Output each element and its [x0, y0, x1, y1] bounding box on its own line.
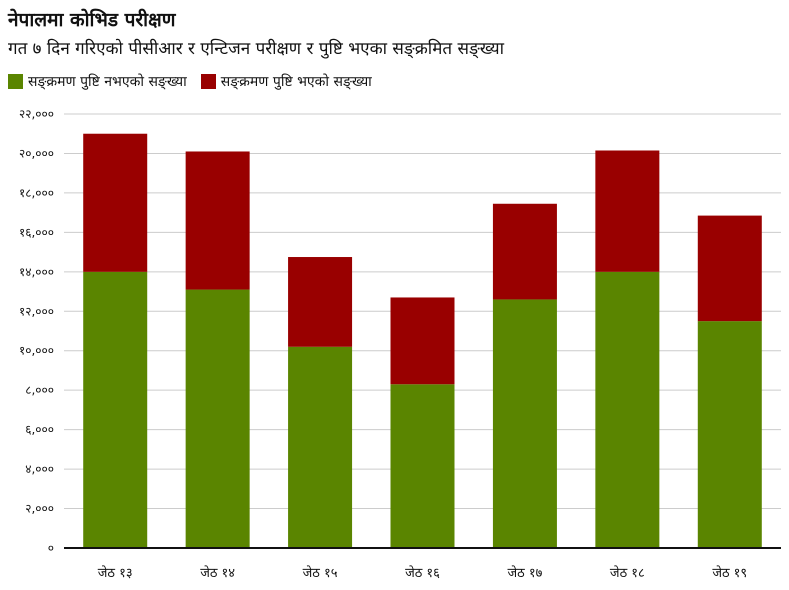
- bar-confirmed: [595, 150, 660, 272]
- bar-confirmed: [697, 215, 762, 322]
- legend-label-not-confirmed: सङ्क्रमण पुष्टि नभएको सङ्ख्या: [28, 74, 187, 90]
- y-tick-label: ८,०००: [25, 383, 54, 397]
- x-tick-label: जेठ १९: [712, 565, 747, 581]
- bar-not-confirmed: [595, 271, 660, 548]
- bar-not-confirmed: [390, 384, 455, 548]
- y-tick-label: ६,०००: [25, 423, 54, 437]
- y-tick-label: ४,०००: [25, 462, 54, 476]
- bar-confirmed: [390, 297, 455, 385]
- x-tick-label: जेठ १५: [303, 565, 338, 581]
- y-tick-label: २२,०००: [19, 107, 54, 121]
- legend-swatch-confirmed: [200, 74, 216, 89]
- y-tick-label: १२,०००: [19, 304, 54, 318]
- chart-subtitle: गत ७ दिन गरिएको पीसीआर र एन्टिजन परीक्षण…: [8, 39, 504, 59]
- y-tick-label: २०,०००: [19, 146, 54, 160]
- bar-confirmed: [288, 257, 353, 347]
- bar-not-confirmed: [697, 321, 762, 548]
- x-tick-label: जेठ १६: [405, 565, 440, 581]
- bar-not-confirmed: [288, 346, 353, 548]
- legend: सङ्क्रमण पुष्टि नभएको सङ्ख्या सङ्क्रमण प…: [8, 72, 386, 91]
- y-tick-label: ०: [48, 541, 54, 555]
- y-tick-label: १६,०००: [19, 225, 54, 239]
- x-tick-label: जेठ १४: [200, 565, 235, 581]
- bar-confirmed: [83, 133, 148, 272]
- bar-confirmed: [185, 151, 250, 290]
- chart-title: नेपालमा कोभिड परीक्षण: [8, 9, 176, 31]
- y-tick-label: १४,०००: [19, 265, 54, 279]
- bar-not-confirmed: [83, 271, 148, 548]
- x-tick-label: जेठ १७: [507, 565, 542, 581]
- legend-swatch-not-confirmed: [8, 74, 23, 89]
- y-tick-label: १०,०००: [19, 344, 54, 358]
- legend-item-not-confirmed: सङ्क्रमण पुष्टि नभएको सङ्ख्या: [8, 72, 187, 91]
- x-tick-label: जेठ १८: [610, 565, 645, 581]
- x-tick-label: जेठ १३: [98, 565, 133, 581]
- legend-item-confirmed: सङ्क्रमण पुष्टि भएको सङ्ख्या: [200, 72, 372, 91]
- bar-not-confirmed: [492, 299, 557, 548]
- bar-confirmed: [492, 203, 557, 300]
- bar-not-confirmed: [185, 289, 250, 548]
- y-tick-label: २,०००: [25, 502, 54, 516]
- legend-label-confirmed: सङ्क्रमण पुष्टि भएको सङ्ख्या: [220, 74, 372, 90]
- y-tick-label: १८,०००: [19, 186, 54, 200]
